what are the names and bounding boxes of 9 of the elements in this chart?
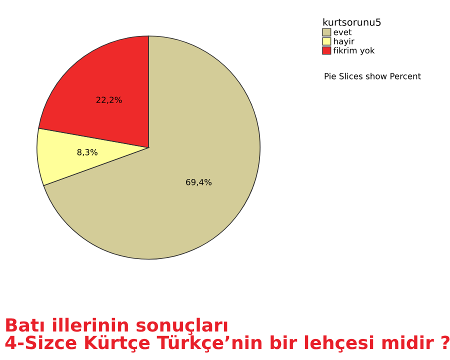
legend-label: evet bbox=[334, 29, 352, 36]
legend-label: fikrim yok bbox=[334, 47, 375, 56]
data-label: 69,4% bbox=[186, 178, 212, 186]
legend-label: hayir bbox=[334, 38, 354, 46]
data-label: 8,3% bbox=[77, 149, 98, 156]
text: Pie Slices show Percent bbox=[324, 72, 421, 80]
data-label: 22,2% bbox=[96, 96, 122, 104]
text: Batı illerinin sonuçları 4-Sizce Kürtçe Türkçe’nin bir lehçesi midir ? bbox=[5, 318, 450, 353]
legend-title: kurtsorunu5 bbox=[323, 18, 381, 26]
